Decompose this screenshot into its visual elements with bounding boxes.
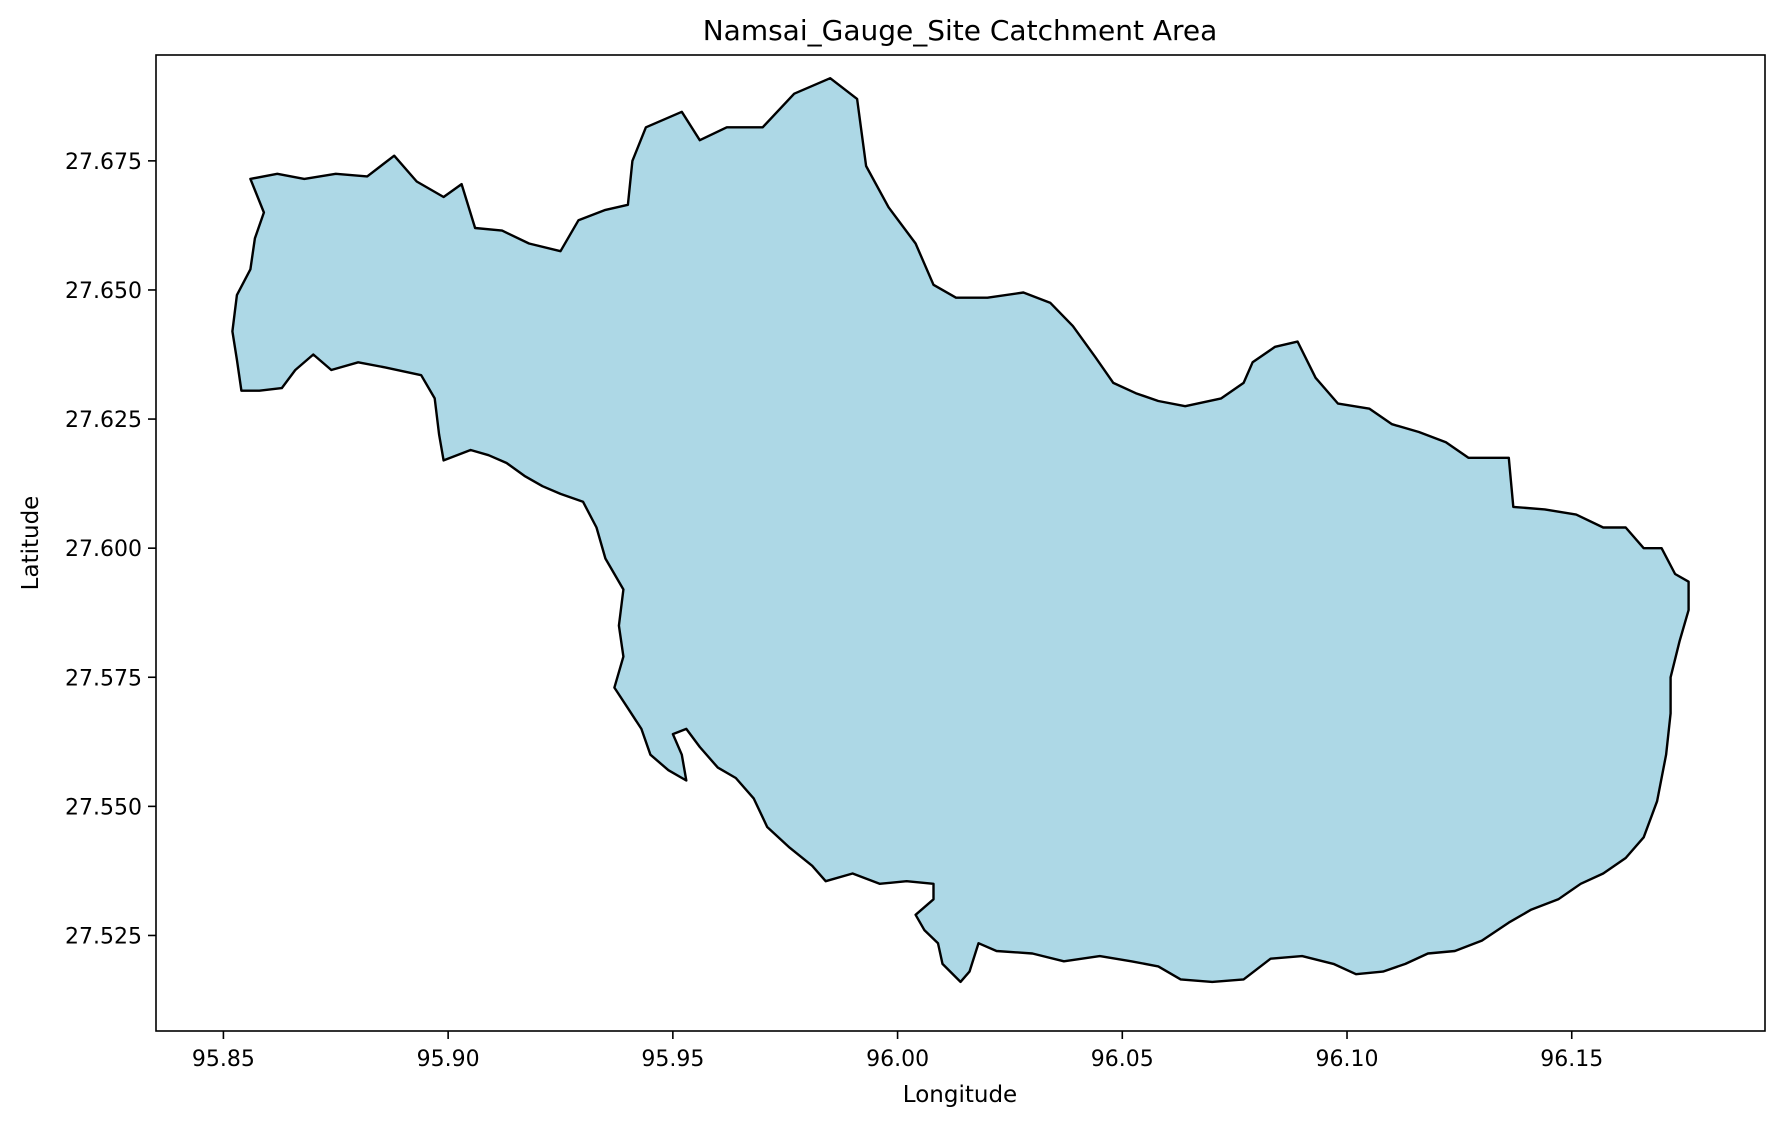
plot-frame [155,54,1766,1032]
y-tick-label: 27.600 [65,537,142,562]
x-tick-label: 95.85 [192,1047,255,1072]
y-axis-ticks: 27.525 27.550 27.575 27.600 27.625 27.650 27.6… [65,150,156,949]
x-tick-label: 95.95 [641,1047,704,1072]
y-tick-label: 27.575 [65,666,142,691]
y-tick-label: 27.525 [65,924,142,949]
y-tick-label: 27.675 [65,150,142,175]
x-tick-label: 96.15 [1540,1047,1603,1072]
map-title: Namsai_Gauge_Site Catchment Area [703,14,1218,47]
y-tick-label: 27.625 [65,408,142,433]
x-axis-ticks: 95.85 95.90 95.95 96.00 96.05 96.10 96.15 [192,1031,1603,1072]
x-axis-label: Longitude [903,1082,1017,1108]
x-tick-label: 95.90 [417,1047,480,1072]
x-tick-label: 96.10 [1316,1047,1379,1072]
catchment-polygon [231,77,1690,984]
y-axis-label: Latitude [18,496,44,591]
y-tick-label: 27.550 [65,795,142,820]
y-tick-label: 27.650 [65,279,142,304]
x-tick-label: 96.05 [1091,1047,1154,1072]
x-tick-label: 96.00 [866,1047,929,1072]
